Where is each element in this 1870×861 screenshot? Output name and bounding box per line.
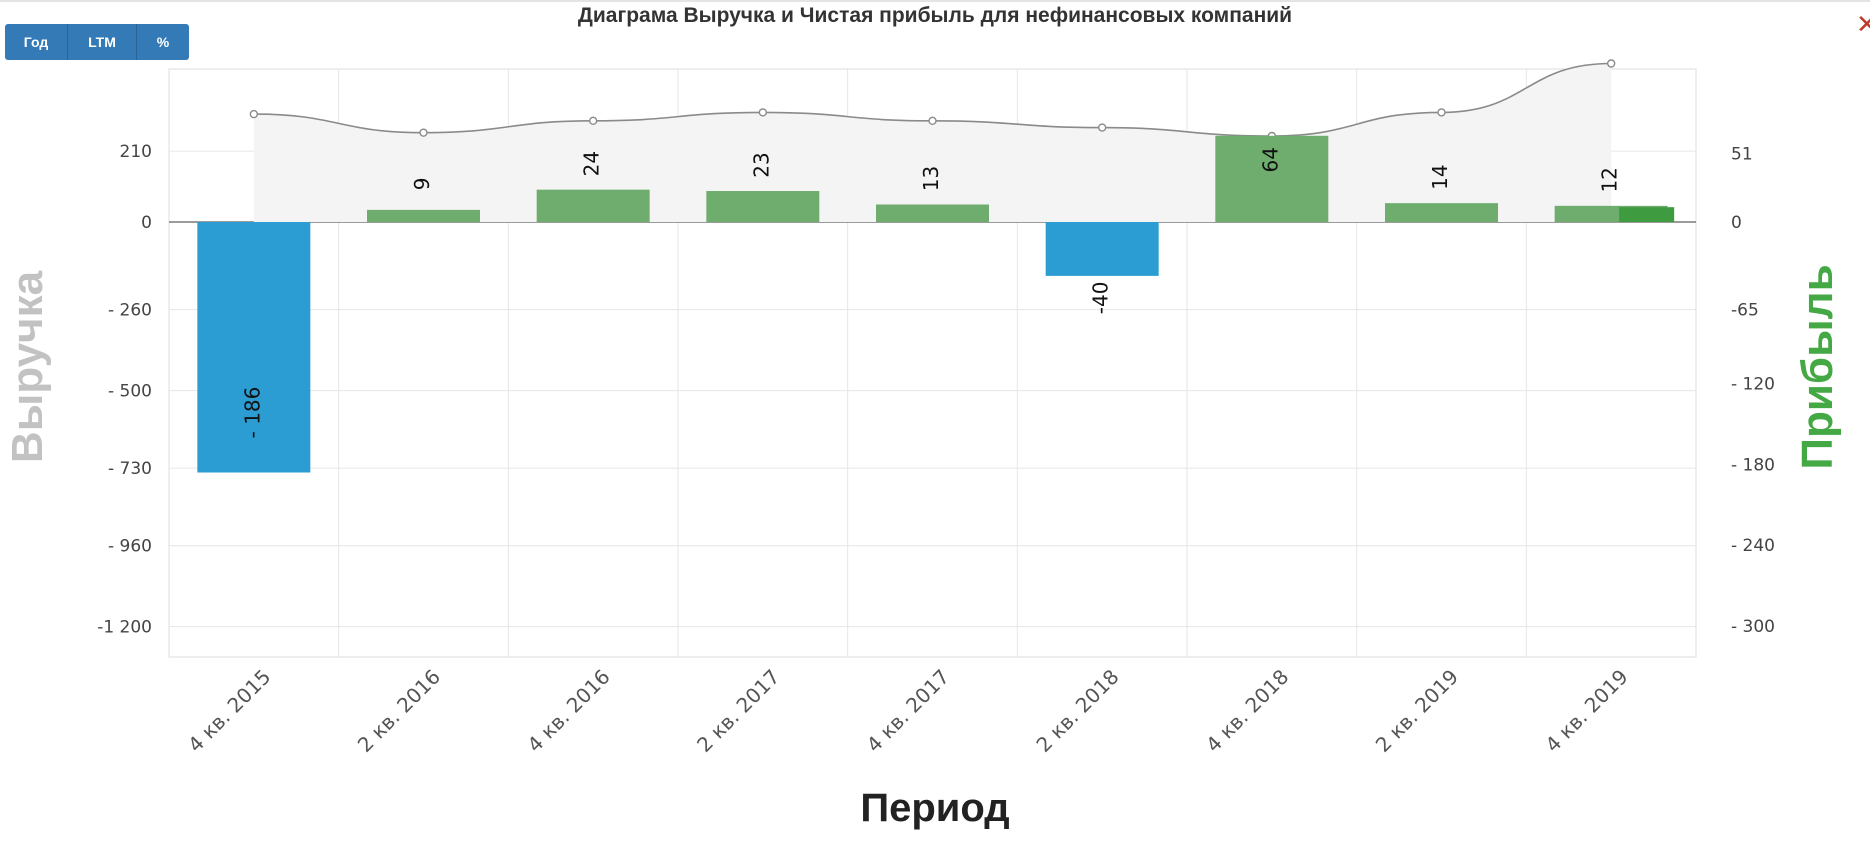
x-tick-label: 2 кв. 2019 [1371,665,1463,757]
bar-data-label: 64 [1258,147,1282,172]
bar-data-label: - 186 [240,387,264,439]
bar-data-label: 9 [410,178,434,191]
x-axis-label: Период [860,786,1009,830]
revenue-point [758,108,768,117]
close-icon[interactable]: ✕ [1856,10,1870,40]
revenue-point [588,116,598,126]
x-tick-label: 2 кв. 2017 [692,665,784,757]
revenue-point [1097,123,1107,132]
x-axis-ticks: 4 кв. 2015 2 кв. 2016 4 кв. 2016 2 кв. 2017… [183,665,1633,757]
revenue-point [1437,108,1446,117]
chart-title: Диаграма Выручка и Чистая прибыль для не… [578,4,1292,27]
left-tick-label: 210 [120,142,152,162]
right-tick-label: - 180 [1731,455,1775,475]
bar-data-label: 23 [749,152,773,177]
right-tick-label: - 300 [1731,617,1775,637]
right-axis-ticks: 51 0 -65 - 120 - 180 - 240 - 300 [1731,144,1775,637]
top-border [0,0,1870,2]
profit-bar [1045,222,1159,276]
bar-data-label: 24 [580,151,604,176]
revenue-point [249,109,259,119]
revenue-point [928,116,937,126]
right-tick-label: - 120 [1731,375,1775,395]
bar-data-labels: - 186 9 24 23 13 -40 64 14 12 [240,147,1621,438]
bar-data-label: 13 [919,166,943,191]
bar-data-label: -40 [1089,282,1113,315]
x-tick-label: 4 кв. 2015 [183,665,275,757]
revenue-point [1606,59,1616,68]
profit-bar [367,209,480,222]
period-toggle-group: Год LTM % [5,24,189,60]
profit-bar [1385,203,1498,222]
percent-button[interactable]: % [137,24,189,60]
right-tick-label: 0 [1731,213,1742,233]
left-tick-label: -1 200 [97,618,152,638]
right-tick-label: 51 [1731,144,1753,164]
profit-bars [197,135,1675,473]
right-axis-label: Прибыль [1793,264,1842,469]
revenue-point [419,128,428,137]
right-tick-label: - 240 [1731,536,1775,556]
left-tick-label: - 730 [108,459,152,479]
profit-bar [706,191,820,222]
right-tick-label: -65 [1731,301,1759,321]
left-tick-label: - 260 [108,301,152,321]
x-tick-label: 4 кв. 2017 [862,665,954,757]
x-tick-label: 4 кв. 2018 [1201,665,1293,757]
bar-data-label: 12 [1598,167,1622,192]
profit-bar [197,222,311,473]
year-button[interactable]: Год [5,24,68,60]
ltm-button[interactable]: LTM [68,24,137,60]
x-tick-label: 4 кв. 2019 [1540,665,1632,757]
x-tick-label: 2 кв. 2018 [1031,665,1123,757]
profit-bar [1215,135,1329,222]
bar-data-label: 14 [1428,164,1452,189]
left-tick-label: - 500 [108,382,152,402]
left-tick-label: 0 [141,213,152,233]
left-tick-label: - 960 [108,537,152,557]
left-axis-label: Выручка [3,270,52,463]
x-tick-label: 4 кв. 2016 [522,665,614,757]
left-axis-ticks: 210 0 - 260 - 500 - 730 - 960 -1 200 [97,142,152,637]
profit-bar [876,204,989,222]
profit-extra-bar [1619,207,1675,222]
x-tick-label: 2 кв. 2016 [353,665,445,757]
profit-bar [536,189,650,222]
